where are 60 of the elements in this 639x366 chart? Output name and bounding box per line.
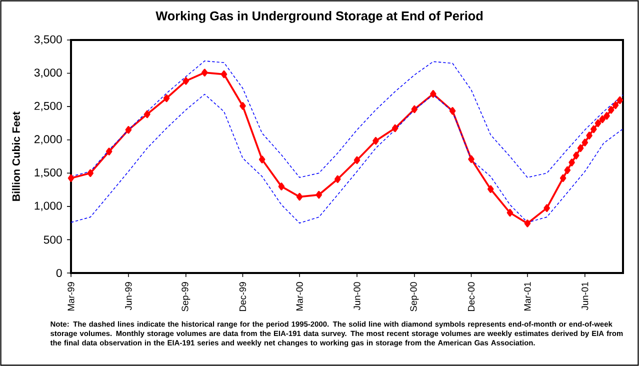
x-tick-label: Dec-00 <box>468 282 475 312</box>
point <box>87 169 94 177</box>
point <box>612 101 619 110</box>
x-tick-label: Sep-00 <box>410 282 419 312</box>
chart-title: Working Gas in Underground Storage at End of Period <box>156 11 483 23</box>
point <box>586 132 592 140</box>
point <box>411 105 418 114</box>
y-tick-label: 3,000 <box>34 68 62 78</box>
point <box>506 208 514 217</box>
x-tick-label: Jun-00 <box>354 282 360 310</box>
point <box>449 107 456 115</box>
y-tick-label: 1,500 <box>34 168 62 178</box>
point <box>430 90 436 98</box>
point <box>220 70 228 78</box>
point <box>544 204 550 212</box>
point <box>278 182 285 190</box>
x-tick-label: Mar-99 <box>68 282 74 310</box>
x-tick-label: Jun-99 <box>125 282 132 310</box>
point <box>163 94 170 102</box>
point <box>616 96 624 104</box>
y-tick-label: 3,500 <box>34 35 62 45</box>
y-tick-label: 0 <box>56 268 62 277</box>
point <box>590 125 597 134</box>
point <box>468 155 474 164</box>
point <box>258 156 266 164</box>
x-tick-label: Mar-01 <box>524 282 531 310</box>
point <box>296 192 303 201</box>
y-tick-label: 2,000 <box>34 135 62 145</box>
point <box>524 220 531 228</box>
x-tick-label: Dec-99 <box>239 282 246 312</box>
point <box>599 115 606 124</box>
point <box>573 152 580 160</box>
point <box>240 102 246 110</box>
point <box>604 112 610 120</box>
y-tick-label: 500 <box>44 236 62 244</box>
point <box>594 119 602 128</box>
point <box>144 110 150 118</box>
x-tick-label: Sep-99 <box>182 282 190 312</box>
point <box>487 185 494 193</box>
x-tick-label: Mar-00 <box>296 282 303 310</box>
point <box>201 68 208 76</box>
point <box>582 138 588 146</box>
point <box>392 124 398 132</box>
y-axis-title: Billion Cubic Feet <box>12 112 20 201</box>
point <box>68 174 74 182</box>
point <box>577 144 584 152</box>
point <box>372 136 379 145</box>
point <box>560 174 566 182</box>
point <box>608 106 614 114</box>
point <box>354 156 360 164</box>
point <box>568 158 575 166</box>
point <box>106 148 112 156</box>
point <box>334 175 341 183</box>
point <box>564 166 571 174</box>
point <box>316 190 322 199</box>
x-tick-label: Jun-01 <box>582 282 588 310</box>
point <box>125 126 132 134</box>
point <box>182 77 190 85</box>
y-tick-label: 1,000 <box>34 202 62 212</box>
y-tick-label: 2,500 <box>34 102 62 112</box>
